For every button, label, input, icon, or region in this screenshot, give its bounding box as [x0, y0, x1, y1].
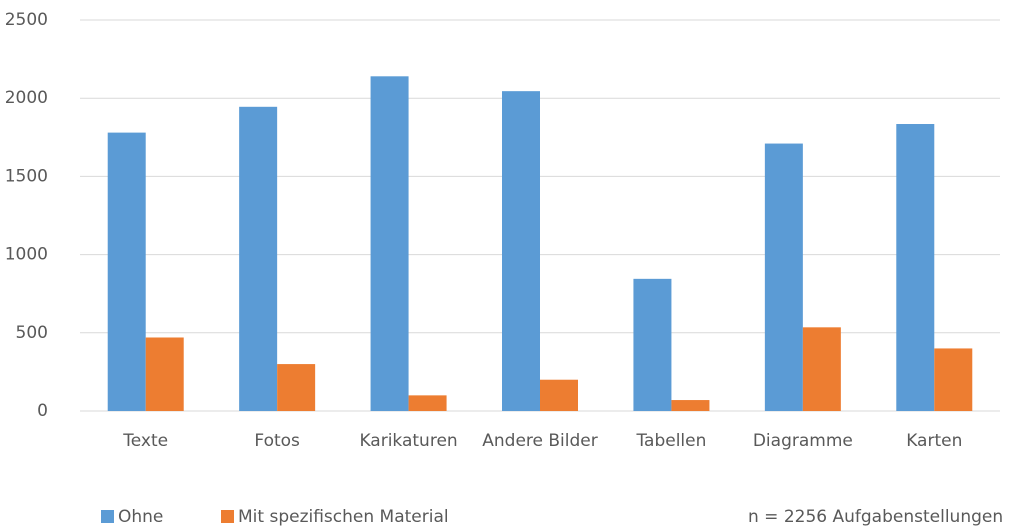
bar	[145, 337, 184, 411]
y-tick-label: 500	[16, 323, 48, 343]
y-tick-label: 2000	[5, 88, 48, 108]
bar	[802, 327, 841, 411]
x-tick-label: Andere Bilder	[482, 431, 597, 451]
bar	[239, 106, 278, 411]
x-tick-label: Karten	[906, 431, 962, 451]
legend-label: Ohne	[118, 507, 163, 526]
legend-swatch	[101, 510, 114, 523]
x-tick-label: Diagramme	[753, 431, 853, 451]
annotation: n = 2256 Aufgabenstellungen	[748, 507, 1003, 526]
x-tick-label: Karikaturen	[359, 431, 457, 451]
bar	[370, 76, 409, 411]
bar	[540, 379, 578, 411]
legend-label: Mit spezifischen Material	[238, 507, 449, 526]
bar	[934, 348, 973, 411]
x-tick-label: Fotos	[254, 431, 300, 451]
bar	[671, 400, 710, 411]
bar	[107, 132, 146, 411]
bar	[277, 364, 316, 411]
bar	[764, 143, 803, 411]
x-tick-label: Texte	[122, 431, 168, 451]
y-tick-label: 1000	[5, 245, 48, 265]
legend-swatch	[221, 510, 234, 523]
y-tick-label: 1500	[5, 166, 48, 186]
bar	[896, 124, 935, 412]
bar	[408, 395, 447, 411]
bar	[633, 278, 672, 411]
y-tick-label: 0	[37, 401, 48, 421]
bar	[502, 91, 540, 412]
y-tick-label: 2500	[5, 10, 48, 30]
x-tick-label: Tabellen	[635, 431, 706, 451]
